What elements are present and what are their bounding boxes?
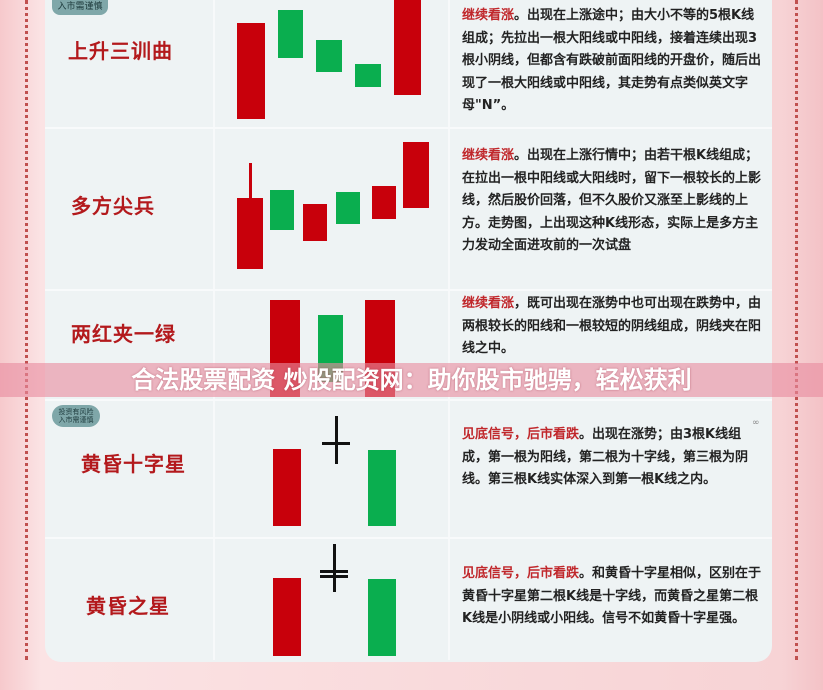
pattern-description: 继续看涨。出现在上涨途中；由大小不等的5根K线组成；先拉出一根大阳线或中阳线，接…: [462, 5, 767, 118]
description-text: 。出现在上涨途中；由大小不等的5根K线组成；先拉出一根大阳线或中阳线，接着连续出…: [462, 8, 762, 113]
bullish-candle: [303, 204, 327, 241]
small-candle-shadow: [333, 544, 336, 592]
risk-badge: 投资有风险 入市需谨慎: [52, 405, 100, 427]
bullish-candle: [372, 186, 396, 219]
bullish-candle: [237, 23, 265, 119]
signal-label: 继续看涨: [462, 296, 515, 311]
small-candle-body: [320, 570, 348, 573]
pattern-name: 黄昏十字星: [81, 452, 186, 476]
upper-shadow: [249, 163, 252, 198]
link-icon: ∞: [752, 418, 760, 428]
bearish-candle: [278, 10, 303, 58]
doji-candle-shadow: [335, 416, 338, 464]
bearish-candle: [316, 40, 342, 72]
bullish-candle: [403, 142, 429, 208]
description-text: 。出现在涨势；由3根K线组成，第一根为阳线，第二根为十字线，第三根为阴线。第三根…: [462, 427, 749, 487]
bearish-candle: [368, 579, 396, 656]
signal-label: 见底信号，后市看跌: [462, 427, 580, 442]
pattern-description: 继续看涨，既可出现在涨势中也可出现在跌势中，由两根较长的阳线和一根较短的阴线组成…: [462, 293, 767, 361]
pattern-description: 见底信号，后市看跌。出现在涨势；由3根K线组成，第一根为阳线，第二根为十字线，第…: [462, 424, 767, 492]
bullish-candle: [273, 449, 301, 526]
badge-text: 入市需谨慎: [58, 416, 94, 424]
signal-label: 继续看涨: [462, 148, 515, 163]
pattern-description: 见底信号，后市看跌。和黄昏十字星相似，区别在于黄昏十字星第二根K线是十字线，而黄…: [462, 563, 767, 631]
right-dotted-border: [795, 0, 798, 660]
bearish-candle: [270, 190, 294, 230]
left-dotted-border: [25, 0, 28, 660]
pattern-name: 上升三训曲: [68, 39, 173, 63]
bullish-candle: [273, 578, 301, 656]
pattern-description: 继续看涨。出现在上涨行情中；由若干根K线组成；在拉出一根中阳线或大阳线时，留下一…: [462, 145, 767, 258]
bearish-candle: [368, 450, 396, 526]
bearish-candle: [355, 64, 381, 87]
small-candle-body: [320, 575, 348, 578]
column-divider: [448, 0, 450, 660]
description-text: 。和黄昏十字星相似，区别在于黄昏十字星第二根K线是十字线，而黄昏之星第二根K线是…: [462, 566, 762, 626]
badge-text: 入市需谨慎: [57, 2, 103, 12]
badge-text: 投资有风险: [58, 408, 94, 416]
description-text: ，既可出现在涨势中也可出现在跌势中，由两根较长的阳线和一根较短的阴线组成，阴线夹…: [462, 296, 762, 356]
pattern-name: 多方尖兵: [71, 194, 155, 218]
bullish-candle: [394, 0, 421, 95]
bullish-candle: [237, 198, 263, 269]
bearish-candle: [336, 192, 360, 224]
watermark-text: 合法股票配资 炒股配资网：助你股市驰骋，轻松获利: [131, 366, 692, 394]
column-divider: [213, 0, 215, 660]
doji-candle-body: [322, 442, 350, 445]
pattern-row: [45, 401, 772, 539]
signal-label: 见底信号，后市看跌: [462, 566, 580, 581]
pattern-name: 两红夹一绿: [71, 322, 176, 346]
pattern-name: 黄昏之星: [86, 594, 170, 618]
pattern-row: [45, 129, 772, 291]
pattern-row: [45, 0, 772, 129]
watermark-banner: 合法股票配资 炒股配资网：助你股市驰骋，轻松获利: [0, 363, 823, 397]
signal-label: 继续看涨: [462, 8, 515, 23]
description-text: 。出现在上涨行情中；由若干根K线组成；在拉出一根中阳线或大阳线时，留下一根较长的…: [462, 148, 762, 253]
pattern-row: [45, 291, 772, 401]
patterns-card: [45, 0, 772, 662]
risk-badge: 入市需谨慎: [52, 0, 108, 15]
